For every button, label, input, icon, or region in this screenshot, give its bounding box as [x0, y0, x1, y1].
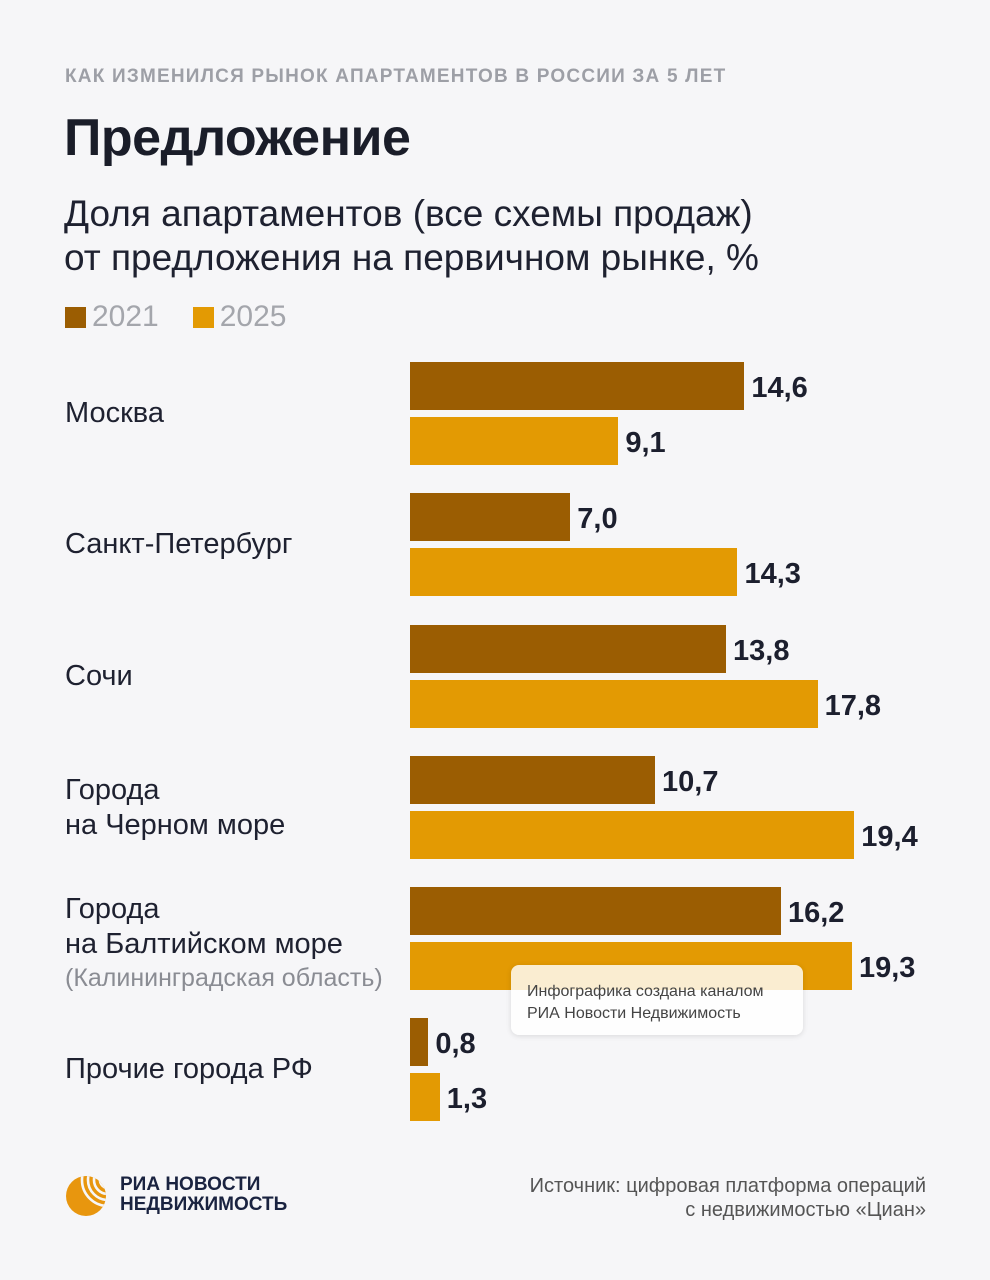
source-line-2: с недвижимостью «Циан»	[685, 1199, 926, 1221]
category-label-line-2: на Черном море	[65, 808, 286, 841]
value-label-2021: 14,6	[751, 372, 808, 404]
category-label-main: Прочие города РФ	[65, 1053, 313, 1085]
bar-2025	[410, 680, 818, 728]
bar-2021	[410, 493, 571, 541]
logo-line-2: НЕДВИЖИМОСТЬ	[120, 1194, 288, 1215]
category-label-main: Санкт-Петербург	[65, 528, 293, 560]
ria-logo: РИА НОВОСТИ НЕДВИЖИМОСТЬ	[64, 1172, 287, 1218]
logo-text: РИА НОВОСТИ НЕДВИЖИМОСТЬ	[120, 1175, 287, 1215]
bar-2021	[410, 756, 656, 804]
value-label-2025: 9,1	[625, 427, 666, 459]
legend-swatch-2021	[65, 306, 86, 328]
category-label: Города на Черном море	[65, 773, 285, 843]
bar-2021	[410, 625, 727, 673]
bar-2021	[410, 362, 745, 410]
value-label-2021: 13,8	[733, 635, 790, 667]
legend-swatch-2025	[192, 306, 214, 328]
legend: 2021 2025	[65, 300, 287, 334]
value-label-2025: 19,4	[861, 821, 918, 853]
category-label-main: Сочи	[65, 660, 133, 692]
bar-2025	[410, 417, 619, 465]
value-label-2025: 17,8	[824, 690, 882, 722]
bar-2021	[410, 1018, 429, 1066]
bar-2025	[410, 548, 738, 596]
category-label-sub: (Калининградская область)	[65, 963, 383, 992]
category-label: Прочие города РФ	[65, 1052, 313, 1087]
subtitle-line-2: от предложения на первичном рынке, %	[64, 237, 759, 278]
legend-label-2021: 2021	[92, 300, 159, 333]
page-title: Предложение	[64, 109, 411, 167]
source-line-1: Источник: цифровая платформа операций	[529, 1175, 926, 1197]
bar-2025	[410, 811, 855, 859]
subtitle-line-1: Доля апартаментов (все схемы продаж)	[64, 193, 753, 234]
source-note: Источник: цифровая платформа операций с …	[530, 1174, 926, 1222]
category-label: Санкт-Петербург	[65, 527, 292, 562]
bar-2021	[410, 887, 781, 935]
legend-item-2025: 2025	[192, 300, 287, 334]
value-label-2025: 1,3	[446, 1083, 488, 1115]
value-label-2021: 7,0	[577, 503, 618, 535]
category-label: Москва	[65, 396, 164, 431]
watermark-line-1: Инфографика создана каналом	[527, 983, 764, 1000]
bar-2025	[410, 1073, 440, 1121]
legend-label-2025: 2025	[219, 300, 287, 333]
category-label-main: Города	[65, 892, 160, 925]
legend-item-2021: 2021	[65, 300, 159, 334]
value-label-2021: 10,7	[662, 766, 719, 798]
category-label: Города на Балтийском море (Калининградская…	[65, 892, 383, 994]
kicker: КАК ИЗМЕНИЛСЯ РЫНОК АПАРТАМЕНТОВ В РОССИ…	[65, 66, 727, 87]
ria-logo-icon	[66, 1176, 106, 1216]
category-label: Сочи	[65, 659, 133, 694]
logo-line-1: РИА НОВОСТИ	[120, 1174, 261, 1195]
category-label-main: Города	[65, 773, 160, 806]
value-label-2021: 16,2	[787, 897, 845, 929]
category-label-line-2: на Балтийском море	[65, 927, 343, 960]
watermark-line-2: РИА Новости Недвижимость	[527, 1005, 741, 1022]
category-label-main: Москва	[65, 397, 165, 429]
value-label-2025: 19,3	[858, 952, 916, 984]
watermark: Инфографика создана каналом РИА Новости …	[511, 965, 803, 1035]
value-label-2025: 14,3	[744, 558, 801, 590]
chart-subtitle: Доля апартаментов (все схемы продаж) от …	[64, 192, 964, 280]
value-label-2021: 0,8	[435, 1028, 476, 1060]
